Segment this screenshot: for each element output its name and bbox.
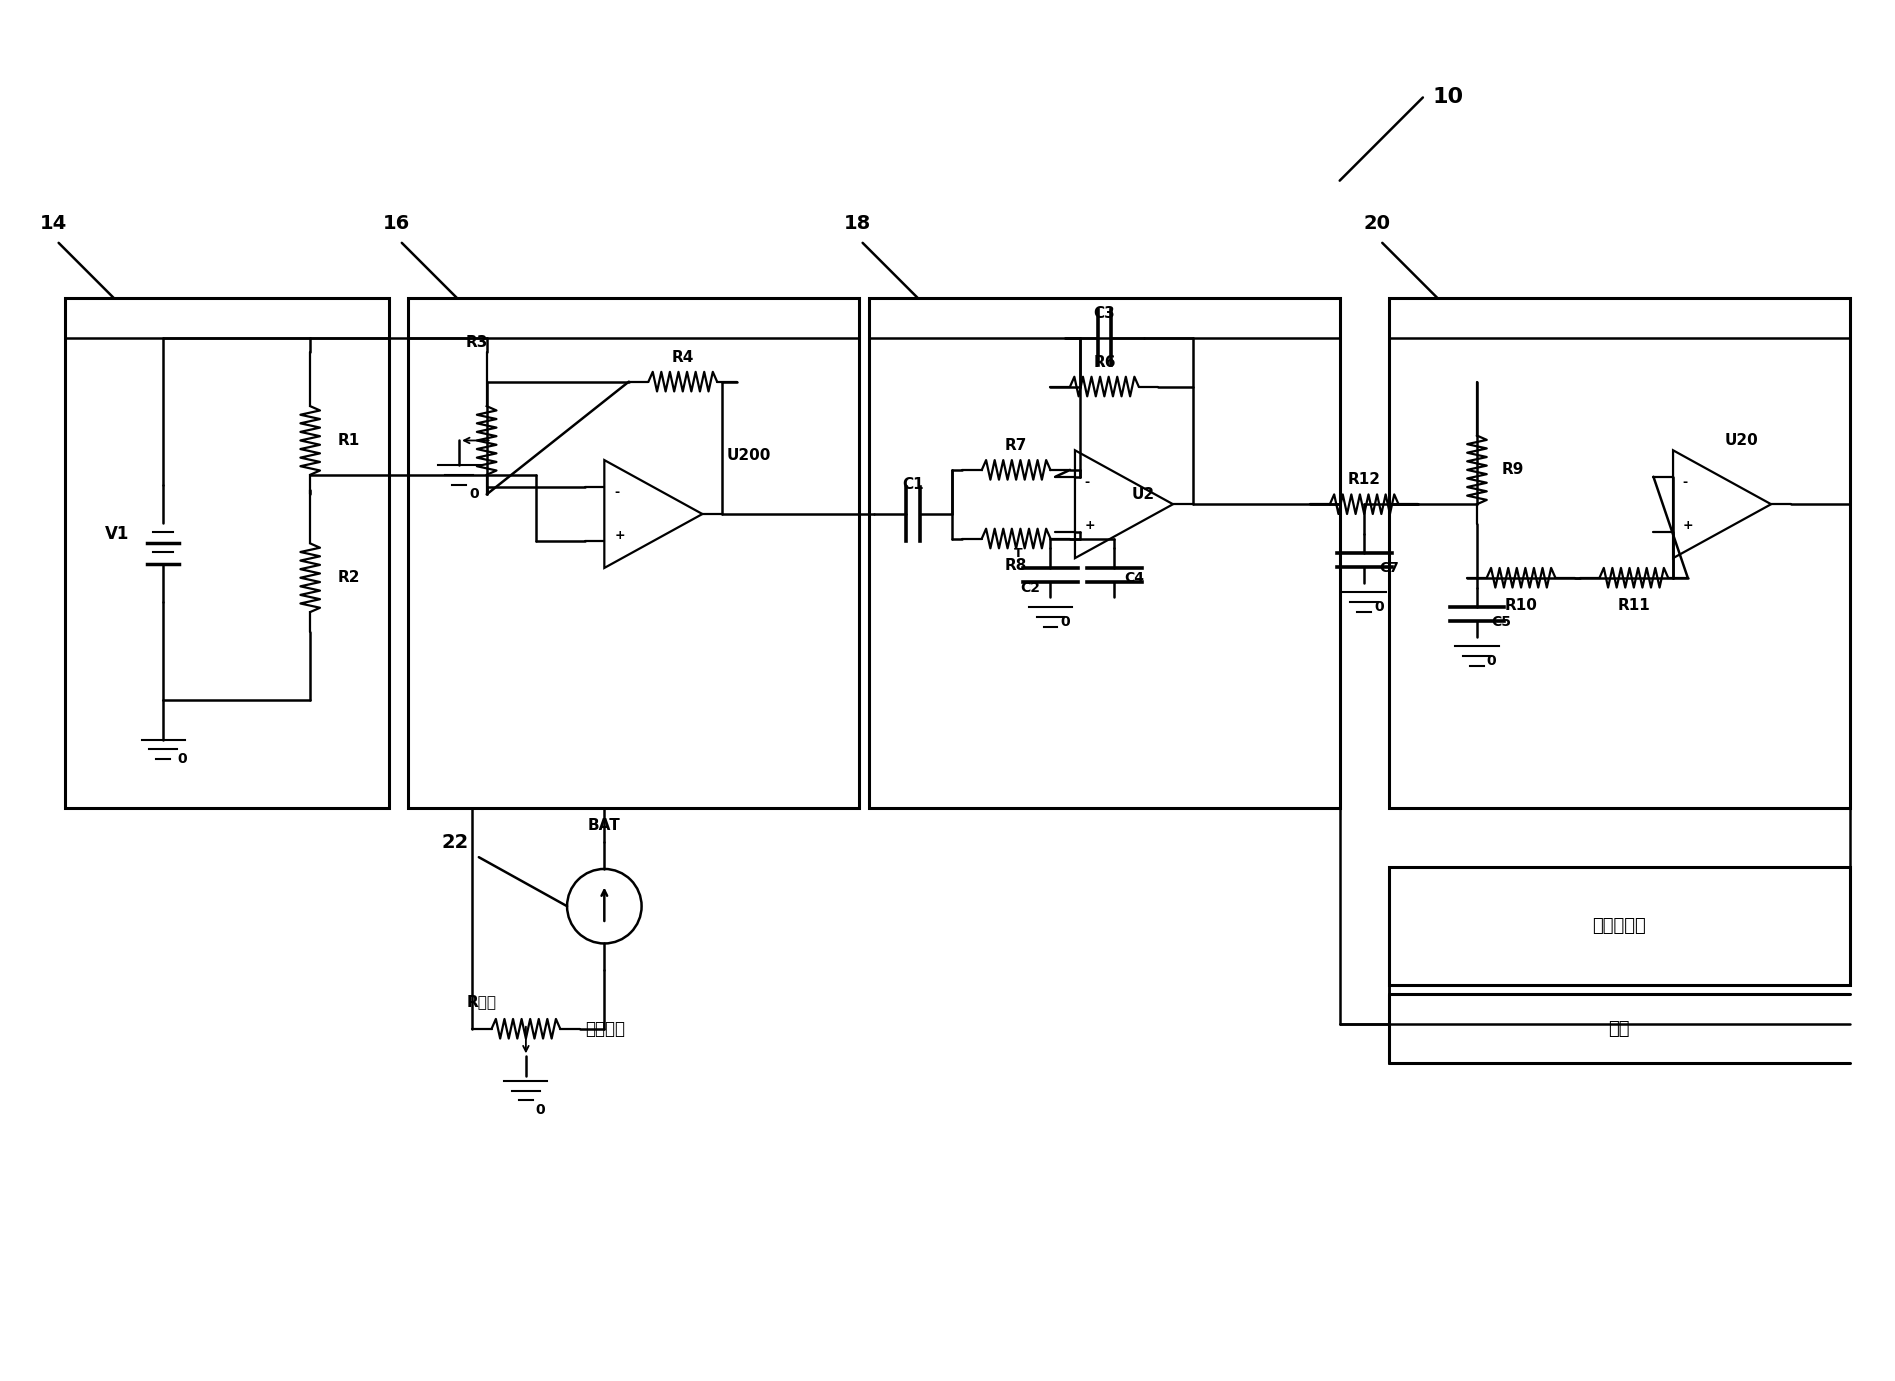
Text: -: - [1683,476,1688,489]
Text: +: + [1683,519,1694,532]
Text: 14: 14 [40,214,68,233]
Text: R2: R2 [337,570,360,586]
Text: U2: U2 [1131,487,1156,501]
Text: R10: R10 [1505,598,1537,613]
Text: R4: R4 [671,349,694,365]
Text: U200: U200 [728,447,771,463]
Text: 0: 0 [470,487,479,501]
Text: 0: 0 [178,753,188,766]
Text: 0: 0 [1374,601,1383,615]
Text: R12: R12 [1347,472,1381,487]
Text: R7: R7 [1004,438,1027,453]
Text: -: - [1084,476,1090,489]
Text: +: + [614,529,625,543]
Text: R8: R8 [1004,558,1027,573]
Text: C5: C5 [1491,615,1512,628]
Text: R6: R6 [1093,355,1116,370]
Bar [1389,867,1850,985]
Text: U20: U20 [1724,434,1759,447]
Text: 换向信号: 换向信号 [586,1019,625,1037]
Bar [407,298,858,808]
Text: -: - [614,486,620,499]
Text: V1: V1 [104,525,129,543]
Text: 10: 10 [1433,87,1463,108]
Text: 脉动输出端: 脉动输出端 [1592,917,1647,935]
Text: R3: R3 [466,336,489,349]
Text: 直流: 直流 [1609,1019,1630,1037]
Text: C3: C3 [1093,305,1116,320]
Text: C4: C4 [1124,570,1145,584]
Text: 0: 0 [1061,615,1071,628]
Text: C7: C7 [1380,561,1399,574]
Text: R11: R11 [1618,598,1651,613]
Text: 0: 0 [536,1103,546,1117]
Text: T: T [1014,547,1023,559]
Text: C1: C1 [902,476,925,492]
Text: R分流: R分流 [466,994,496,1008]
Text: 18: 18 [843,214,872,233]
Text: 20: 20 [1364,214,1391,233]
Text: R9: R9 [1501,463,1524,478]
Text: 0: 0 [1488,655,1497,668]
Text: R1: R1 [337,434,360,447]
Text: +: + [1084,519,1095,532]
Text: 22: 22 [442,833,470,852]
Text: 16: 16 [383,214,411,233]
Bar [870,298,1340,808]
Text: BAT: BAT [587,819,622,833]
Bar [1389,298,1850,808]
Bar [64,298,388,808]
Text: C2: C2 [1021,580,1040,595]
